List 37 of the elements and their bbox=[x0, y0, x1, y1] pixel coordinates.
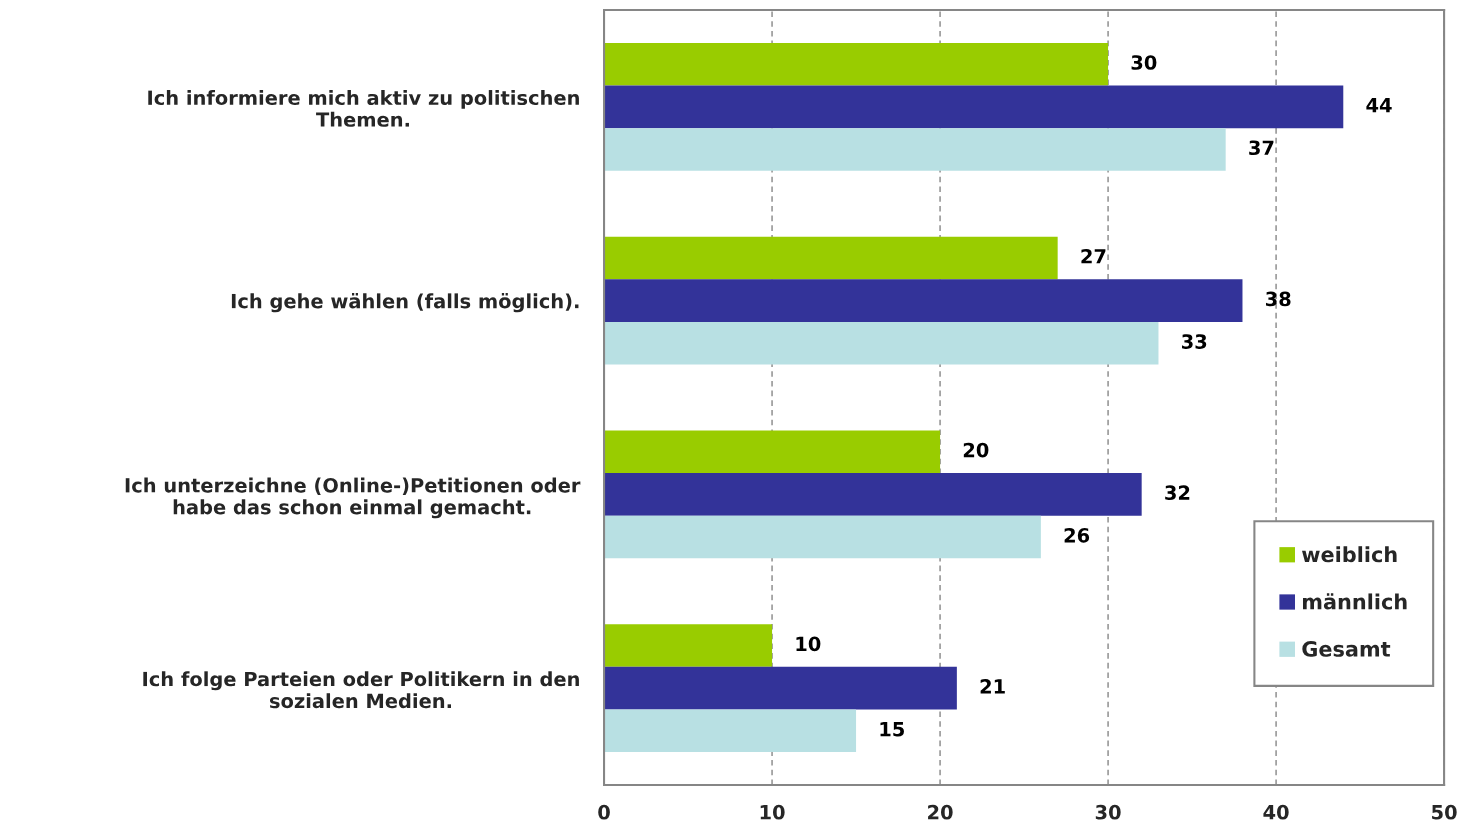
bar bbox=[604, 430, 941, 474]
x-tick-label: 0 bbox=[598, 804, 610, 820]
data-label: 10 bbox=[796, 636, 821, 652]
data-label: 26 bbox=[1064, 527, 1090, 543]
data-label: 38 bbox=[1266, 291, 1291, 307]
bar bbox=[604, 85, 1344, 129]
bar bbox=[604, 42, 1109, 86]
data-label: 33 bbox=[1182, 334, 1207, 349]
bar bbox=[604, 515, 1041, 559]
legend-label: Gesamt bbox=[1302, 641, 1391, 657]
data-label: 21 bbox=[980, 679, 1005, 694]
x-tick-label: 10 bbox=[760, 804, 785, 820]
x-tick-label: 30 bbox=[1095, 804, 1121, 820]
bar bbox=[604, 279, 1243, 322]
bar bbox=[604, 236, 1058, 280]
y-tick-label: Ich folge Parteien oder Politikern in den sozialen Medien. bbox=[143, 671, 579, 709]
legend-label: weiblich bbox=[1302, 546, 1397, 563]
data-label: 44 bbox=[1366, 98, 1392, 113]
bar bbox=[604, 473, 1142, 516]
bar bbox=[604, 624, 773, 667]
bar bbox=[604, 709, 857, 753]
bar bbox=[604, 128, 1226, 171]
x-tick-label: 40 bbox=[1263, 804, 1289, 820]
data-label: 37 bbox=[1249, 140, 1274, 156]
x-tick-label: 20 bbox=[928, 804, 953, 820]
bar bbox=[604, 321, 1159, 365]
data-label: 20 bbox=[963, 442, 989, 458]
x-tick-label: 50 bbox=[1432, 804, 1457, 820]
data-label: 15 bbox=[880, 721, 904, 737]
y-tick-label: Ich unterzeichne (Online-)Petitionen oder habe das schon einmal gemacht. bbox=[125, 477, 581, 519]
y-tick-label: Ich gehe wählen (falls möglich). bbox=[231, 293, 579, 313]
data-label: 27 bbox=[1081, 248, 1106, 264]
y-tick-label: Ich informiere mich aktiv zu politischen Themen. bbox=[148, 90, 579, 127]
legend-label: männlich bbox=[1303, 593, 1407, 610]
data-label: 30 bbox=[1131, 55, 1157, 70]
data-label: 32 bbox=[1165, 485, 1190, 501]
bar bbox=[604, 666, 957, 710]
